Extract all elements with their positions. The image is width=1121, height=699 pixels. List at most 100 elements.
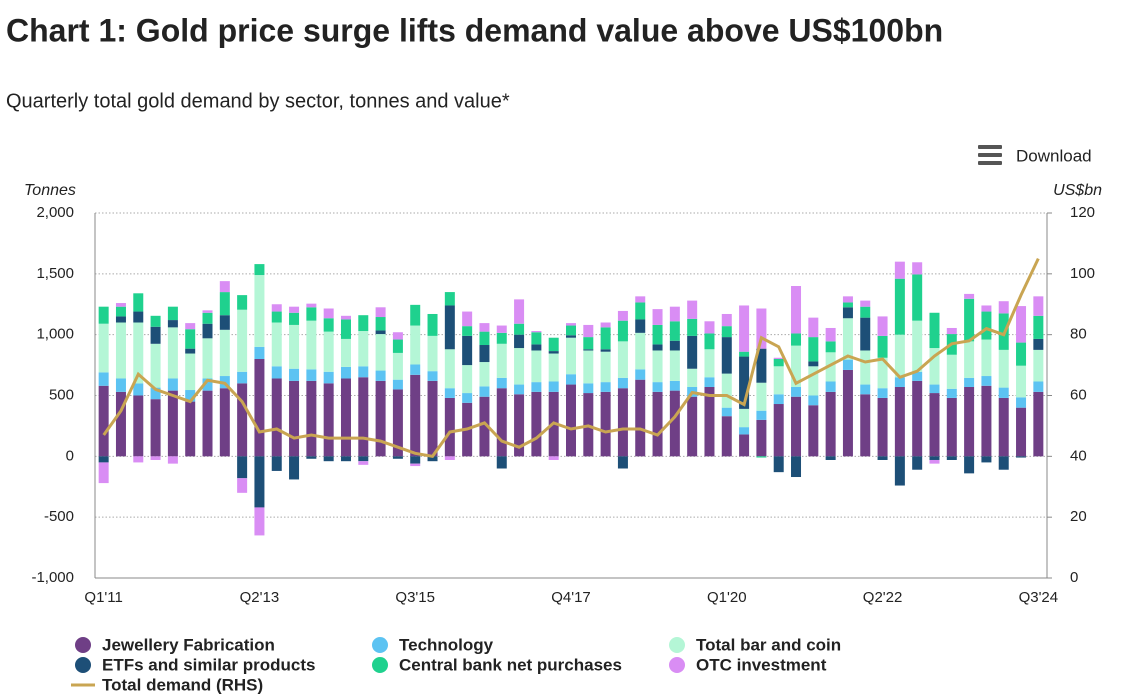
bar-segment <box>652 324 663 345</box>
bar-segment <box>202 312 213 324</box>
bar-segment <box>964 386 975 457</box>
bar-segment <box>150 343 161 388</box>
bar-segment <box>739 427 750 435</box>
bar-segment <box>825 327 836 342</box>
bar-segment <box>410 364 421 375</box>
bar-segment <box>150 326 161 344</box>
bar-segment <box>375 317 386 331</box>
bar-segment <box>289 380 300 457</box>
bar-segment <box>1033 381 1044 392</box>
bar-segment <box>185 353 196 391</box>
bar-segment <box>548 337 559 352</box>
bar-segment <box>496 325 507 333</box>
bar-segment <box>392 456 403 459</box>
legend-label: Central bank net purchases <box>399 655 622 674</box>
bar-segment <box>860 384 871 395</box>
bar-segment <box>375 370 386 381</box>
bar-segment <box>773 404 784 457</box>
bar-segment <box>271 304 282 312</box>
menu-icon <box>978 153 1002 157</box>
bar-segment <box>479 386 490 397</box>
download-label[interactable]: Download <box>1016 146 1092 165</box>
bar-segment <box>617 377 628 389</box>
bar-segment <box>669 380 680 391</box>
y2-tick-label: 100 <box>1070 265 1095 282</box>
download-button[interactable]: Download <box>978 145 1092 165</box>
legend-swatch <box>669 637 685 653</box>
bar-segment <box>756 456 767 458</box>
bar-segment <box>669 321 680 341</box>
bar-segment <box>375 330 386 335</box>
bar-segment <box>877 335 888 358</box>
bar-segment <box>271 456 282 471</box>
bar-segment <box>514 394 525 457</box>
bar-segment <box>133 322 144 384</box>
bar-segment <box>739 351 750 357</box>
bar-segment <box>358 331 369 367</box>
chart-subtitle: Quarterly total gold demand by sector, t… <box>6 90 510 112</box>
bar-segment <box>254 264 265 276</box>
bar-segment <box>427 456 438 462</box>
bar-segment <box>600 351 611 383</box>
menu-icon <box>978 161 1002 165</box>
legend-label: Total demand (RHS) <box>102 675 263 694</box>
bar-segment <box>202 390 213 457</box>
bar-segment <box>808 366 819 396</box>
bar-segment <box>531 331 542 333</box>
bar-segment <box>998 397 1009 457</box>
bar-segment <box>756 382 767 411</box>
bar-segment <box>358 377 369 457</box>
bar-segment <box>444 388 455 398</box>
bar-segment <box>894 334 905 378</box>
bar-segment <box>929 456 940 460</box>
bar-segment <box>981 339 992 377</box>
bar-segment <box>721 337 732 374</box>
bar-segment <box>219 315 230 330</box>
bar-segment <box>289 312 300 325</box>
bar-segment <box>462 326 473 336</box>
bar-segment <box>306 456 317 459</box>
bar-segment <box>496 332 507 344</box>
bar-segment <box>877 357 888 389</box>
bar-segment <box>479 396 490 457</box>
bar-segment <box>652 344 663 351</box>
bar-segment <box>912 380 923 457</box>
bar-segment <box>98 306 109 324</box>
y2-tick-label: 40 <box>1070 447 1087 464</box>
bar-segment <box>808 405 819 457</box>
bar-segment <box>202 310 213 313</box>
bar-segment <box>946 397 957 457</box>
bar-segment <box>375 307 386 318</box>
bar-segment <box>358 461 369 465</box>
bar-segment <box>583 349 594 351</box>
bar-segment <box>669 350 680 381</box>
bar-segment <box>964 456 975 474</box>
bar-segment <box>791 286 802 334</box>
bar-segment <box>808 395 819 406</box>
bar-segment <box>254 346 265 359</box>
bar-segment <box>531 344 542 351</box>
x-tick-label: Q3'15 <box>395 589 435 606</box>
bar-segment <box>946 354 957 389</box>
legend-label: Technology <box>399 635 494 654</box>
bar-segment <box>306 380 317 457</box>
bar-segment <box>410 304 421 326</box>
bar-segment <box>791 333 802 346</box>
legend-item: ETFs and similar products <box>75 655 316 674</box>
bar-segment <box>115 303 126 307</box>
bar-segment <box>548 353 559 382</box>
bar-segment <box>894 456 905 486</box>
bar-segment <box>600 349 611 352</box>
y-tick-label: 0 <box>66 447 74 464</box>
bar-segment <box>531 391 542 457</box>
bar-segment <box>427 335 438 372</box>
bar-segment <box>860 300 871 307</box>
bar-segment <box>808 317 819 338</box>
bar-segment <box>150 456 161 460</box>
bar-segment <box>981 311 992 340</box>
bar-segment <box>652 382 663 392</box>
bar-segment <box>566 325 576 336</box>
bar-segment <box>704 333 715 350</box>
bar-segment <box>115 316 126 323</box>
